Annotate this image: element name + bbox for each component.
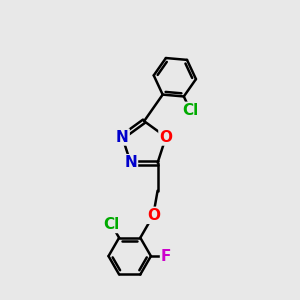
Text: O: O: [160, 130, 172, 145]
Text: Cl: Cl: [103, 217, 120, 232]
Text: F: F: [161, 249, 171, 264]
Text: O: O: [147, 208, 160, 223]
Text: N: N: [124, 155, 137, 170]
Text: Cl: Cl: [182, 103, 198, 118]
Text: N: N: [116, 130, 129, 145]
